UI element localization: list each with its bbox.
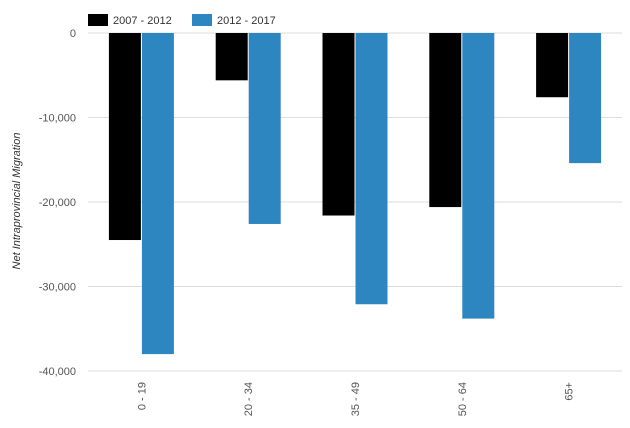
bar [355,33,388,305]
bar [462,33,495,319]
y-tick-label: -20,000 [39,197,76,209]
x-tick-label: 20 - 34 [243,382,255,416]
y-tick-label: 0 [70,28,76,40]
gridlines [88,32,622,372]
y-axis-ticks: 0 -10,000 -20,000 -30,000 -40,000 [39,28,76,378]
bar [215,33,248,81]
x-tick-label: 35 - 49 [350,382,362,416]
bar [569,33,602,164]
bar [536,33,569,98]
legend-swatch [192,14,212,26]
bars [108,33,602,355]
y-tick-label: -30,000 [39,282,76,294]
bar [141,33,174,355]
legend: 2007 - 2012 2012 - 2017 [88,14,276,27]
legend-swatch [88,14,108,26]
y-tick-label: -40,000 [39,366,76,378]
bar [322,33,355,216]
legend-label: 2012 - 2017 [217,15,276,27]
x-tick-label: 0 - 19 [136,382,148,410]
bar [429,33,462,208]
x-tick-label: 65+ [564,382,576,401]
bar [108,33,141,241]
x-tick-label: 50 - 64 [457,382,469,416]
y-axis-title: Net Intraprovincial Migration [11,133,23,270]
x-axis-ticks: 0 - 19 20 - 34 35 - 49 50 - 64 65+ [136,382,575,416]
legend-label: 2007 - 2012 [113,15,172,27]
y-tick-label: -10,000 [39,113,76,125]
bar [248,33,281,224]
